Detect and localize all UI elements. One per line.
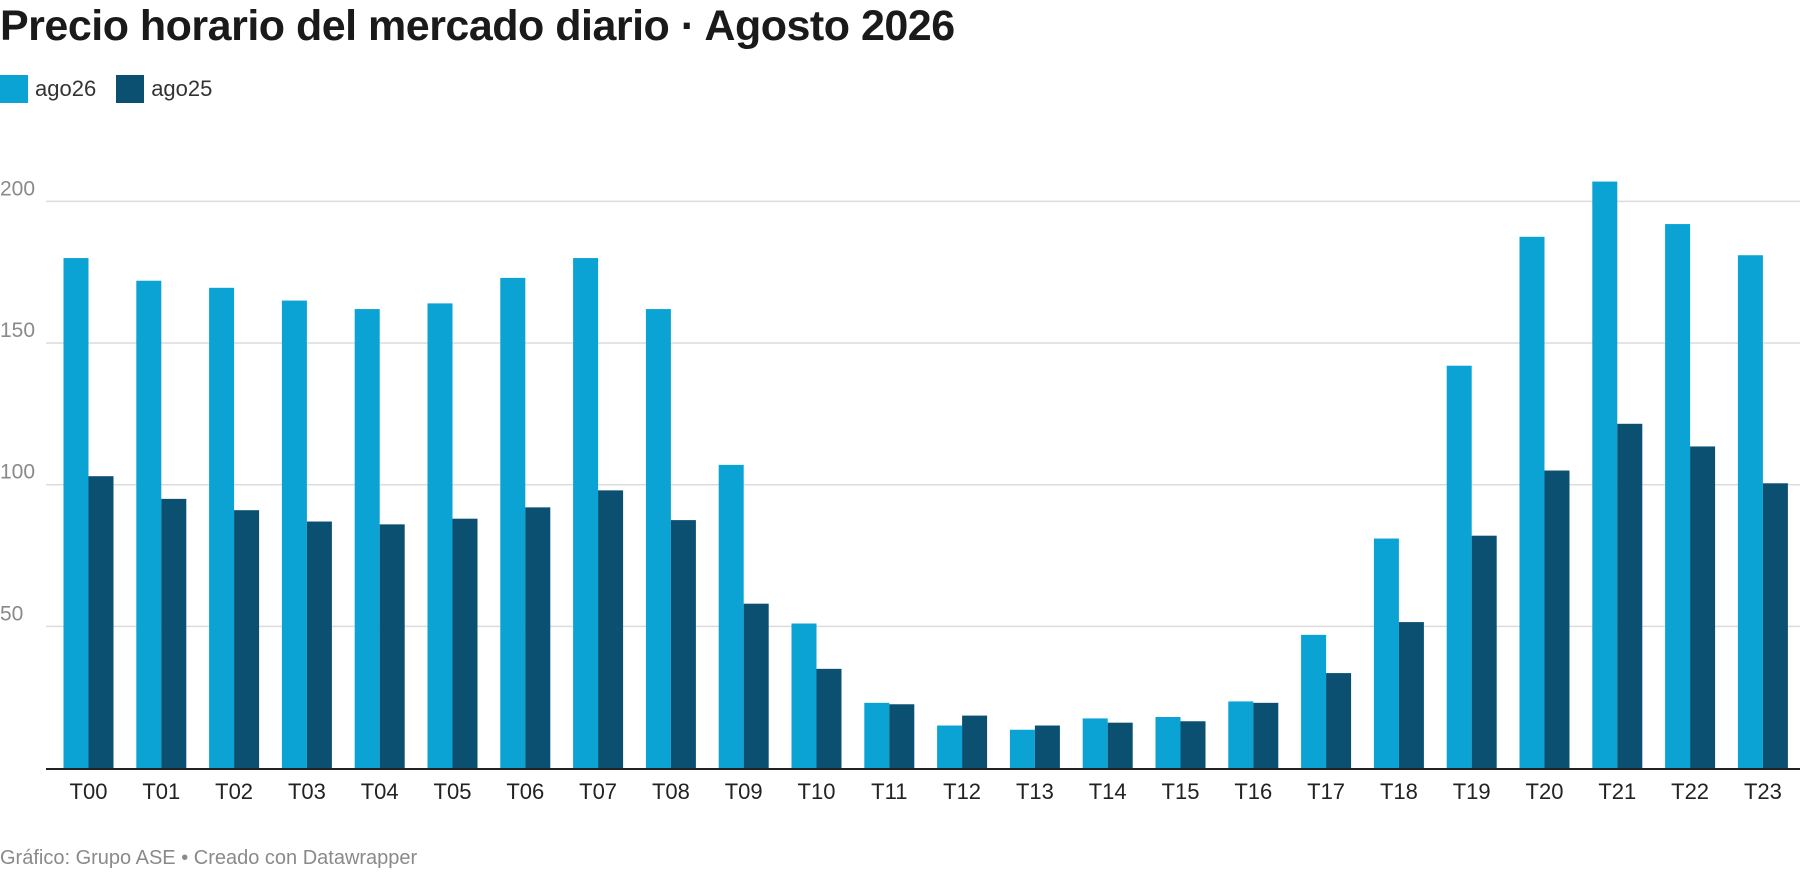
x-tick-label: T16: [1234, 779, 1272, 804]
x-tick-label: T20: [1526, 779, 1564, 804]
x-tick-label: T18: [1380, 779, 1418, 804]
bar-ago26-T20: [1519, 236, 1545, 768]
bar-ago25-T00: [88, 476, 114, 768]
bar-ago25-T07: [598, 490, 624, 768]
footer-credit: Gráfico: Grupo ASE • Creado con Datawrap…: [0, 847, 418, 869]
bar-ago25-T23: [1762, 483, 1788, 768]
x-tick-label: T02: [215, 779, 253, 804]
bar-ago25-T11: [889, 704, 915, 768]
bar-ago26-T16: [1228, 701, 1254, 768]
bar-ago26-T17: [1301, 634, 1327, 768]
bar-ago26-T04: [354, 309, 380, 768]
gridlines: 50 100 150 200: [0, 177, 1800, 628]
bar-ago26-T11: [864, 702, 890, 768]
x-tick-label: T17: [1307, 779, 1345, 804]
x-tick-label: T10: [798, 779, 836, 804]
x-tick-label: T11: [871, 779, 907, 804]
bar-ago25-T02: [234, 510, 260, 768]
y-tick-label: 100: [0, 461, 35, 484]
x-tick-label: T22: [1671, 779, 1709, 804]
bar-ago25-T01: [161, 498, 187, 768]
bar-ago26-T15: [1155, 717, 1181, 768]
legend: ago26 ago25: [0, 74, 232, 104]
bar-ago25-T20: [1544, 470, 1570, 768]
legend-label-ago26: ago26: [35, 76, 97, 101]
x-tick-label: T07: [579, 779, 617, 804]
x-tick-label: T00: [70, 779, 108, 804]
bar-ago25-T04: [379, 524, 405, 768]
x-tick-label: T06: [506, 779, 544, 804]
bar-ago25-T13: [1034, 725, 1060, 768]
bar-ago26-T13: [1009, 729, 1035, 768]
bar-ago26-T08: [645, 309, 671, 768]
bar-ago25-T22: [1690, 446, 1716, 768]
bar-ago26-T09: [718, 464, 744, 768]
legend-item-ago25: ago25: [116, 75, 212, 103]
x-tick-label: T09: [725, 779, 763, 804]
bar-ago25-T08: [670, 520, 696, 768]
bar-ago25-T21: [1617, 423, 1643, 768]
y-tick-label: 50: [0, 602, 23, 625]
bars: [63, 181, 1788, 769]
bar-ago26-T22: [1665, 224, 1691, 769]
x-tick-label: T01: [142, 779, 180, 804]
x-tick-label: T05: [434, 779, 472, 804]
x-tick-label: T04: [361, 779, 399, 804]
x-tick-label: T21: [1598, 779, 1636, 804]
x-tick-label: T08: [652, 779, 690, 804]
bar-ago25-T14: [1107, 722, 1133, 768]
bar-ago25-T06: [525, 507, 551, 768]
bar-ago26-T10: [791, 623, 817, 768]
bar-ago26-T03: [281, 300, 307, 768]
bar-ago26-T01: [136, 280, 162, 768]
legend-item-ago26: ago26: [0, 75, 96, 103]
x-tick-label: T13: [1016, 779, 1054, 804]
x-tick-label: T03: [288, 779, 326, 804]
bar-ago25-T09: [743, 603, 769, 768]
bar-ago25-T19: [1471, 535, 1497, 768]
legend-swatch-ago25: [116, 75, 145, 103]
bar-ago26-T23: [1737, 255, 1763, 768]
x-tick-label: T23: [1744, 779, 1782, 804]
bar-ago26-T07: [573, 258, 599, 768]
bar-ago25-T18: [1398, 622, 1424, 768]
legend-swatch-ago26: [0, 75, 28, 103]
legend-label-ago25: ago25: [151, 76, 213, 101]
page-title: Precio horario del mercado diario · Agos…: [0, 2, 955, 50]
bar-ago26-T05: [427, 303, 453, 768]
bar-ago26-T14: [1082, 718, 1108, 768]
bar-ago25-T03: [306, 521, 332, 768]
bar-ago25-T17: [1326, 673, 1352, 768]
x-tick-label: T12: [943, 779, 981, 804]
bar-ago26-T06: [500, 277, 526, 768]
x-tick-label: T14: [1089, 779, 1127, 804]
bar-ago25-T10: [816, 668, 842, 768]
bar-ago25-T16: [1253, 702, 1279, 768]
bar-ago25-T15: [1180, 721, 1206, 768]
bar-ago25-T05: [452, 518, 478, 768]
x-tick-label: T19: [1453, 779, 1491, 804]
bar-ago26-T00: [63, 258, 89, 768]
axes: T00 T01 T02 T03 T04 T05 T06 T07 T08 T09 T10 T11 T12 T…: [46, 768, 1800, 804]
y-tick-label: 200: [0, 177, 35, 200]
bar-ago25-T12: [962, 715, 988, 768]
bar-ago26-T18: [1373, 538, 1399, 768]
bar-ago26-T12: [937, 725, 963, 768]
bar-ago26-T19: [1446, 365, 1472, 768]
bar-ago26-T21: [1592, 181, 1618, 769]
bar-ago26-T02: [209, 287, 235, 768]
y-tick-label: 150: [0, 319, 35, 342]
x-tick-label: T15: [1162, 779, 1200, 804]
